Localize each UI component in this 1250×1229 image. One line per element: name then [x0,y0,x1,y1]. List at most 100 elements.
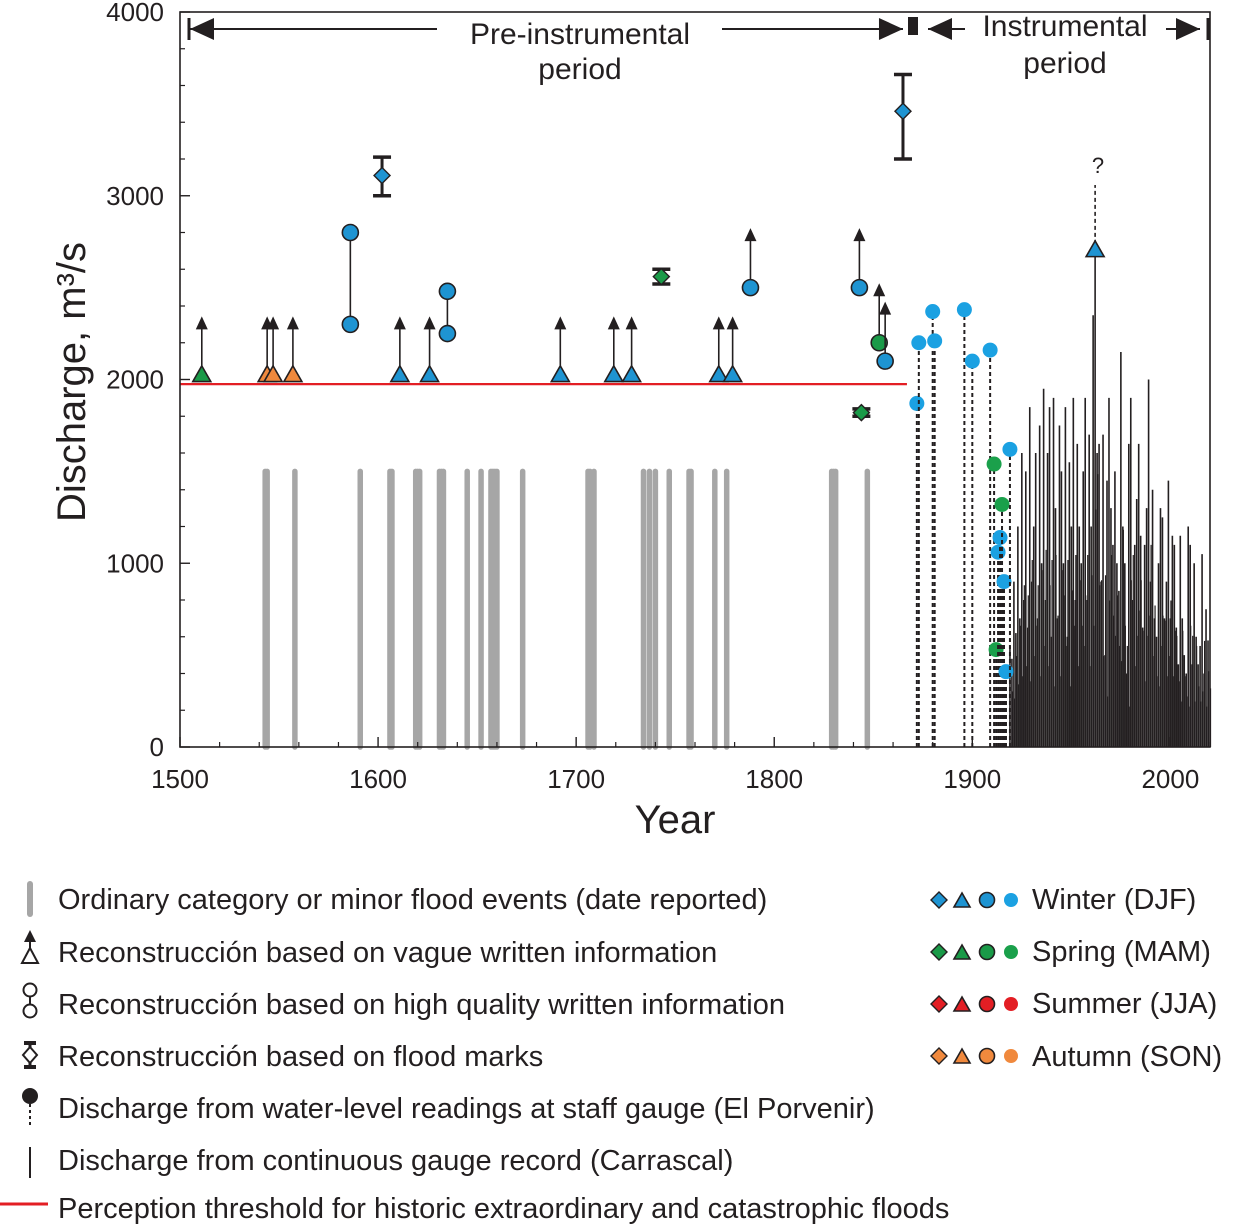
vague-upper-arrow [726,316,739,330]
pre-period-arrow-left [190,18,214,40]
legend-season-winter: Winter (DJF) [1032,884,1197,916]
legend-flood-marks-icon [21,1041,39,1069]
legend-winter-triangle [952,891,972,908]
vague-reconstruction-point [1084,239,1106,258]
legend-text-staff-gauge: Discharge from water-level readings at s… [58,1093,875,1125]
reconstructions-layer [191,72,1106,422]
vague-reconstruction-point [389,364,411,383]
discharge-chart: 0 1000 2000 3000 4000 1500 1600 1700 1800 1900 200… [50,0,1212,842]
y-tick-label: 3000 [106,181,164,211]
inst-period-arrow-left [928,18,952,40]
question-mark-label: ? [1092,153,1104,178]
legend-summer-dot [1004,997,1018,1011]
x-tick-label: 2000 [1141,764,1199,794]
legend-season-symbols [930,891,1018,1065]
legend-text-threshold: Perception threshold for historic extrao… [58,1193,950,1225]
vague-upper-arrow [423,316,436,330]
vague-upper-arrow [286,316,299,330]
y-tick-label: 0 [150,732,164,762]
period-inst-label-1: Instrumental [982,10,1147,43]
axes-layer: 0 1000 2000 3000 4000 1500 1600 1700 1800 1900 200… [106,0,1211,794]
staff-gauge-point [909,395,925,411]
gauge-record-layer [1009,250,1212,747]
x-axis-title: Year [635,798,716,842]
y-axis-title: Discharge, m³/s [50,242,94,522]
flood-mark-point [893,102,912,121]
legend-summer-triangle [952,995,972,1012]
y-tick-label: 4000 [106,0,164,27]
staff-gauge-point [996,574,1012,590]
staff-gauge-point [986,456,1002,472]
legend-autumn-dot [1004,1049,1018,1063]
staff-gauge-point [925,304,941,320]
pre-period-arrow-right [878,18,903,40]
legend-autumn-circle [978,1047,996,1065]
legend-text-gauge-record: Discharge from continuous gauge record (… [58,1145,734,1177]
vague-reconstruction-point [549,364,571,383]
legend-winter-circle [978,891,996,909]
staff-gauge-point [982,342,998,358]
legend-text-vague: Reconstrucción based on vague written in… [58,937,718,969]
staff-gauge-point [994,496,1010,512]
legend-season-autumn: Autumn (SON) [1032,1041,1223,1073]
high-quality-point-high [438,282,457,301]
vague-upper-arrow [625,316,638,330]
legend-season-spring: Spring (MAM) [1032,936,1211,968]
legend-autumn-diamond [930,1047,948,1065]
high-quality-point [870,333,889,352]
vague-reconstruction-point [708,364,730,383]
staff-gauge-point [992,530,1008,546]
vague-reconstruction-point [191,364,213,383]
staff-gauge-point [964,353,980,369]
vague-reconstruction-point [621,364,642,383]
period-pre-label-1: Pre-instrumental [470,18,690,51]
legend-summer-diamond [930,995,948,1013]
legend-summer-circle [978,995,996,1013]
staff-gauge-point [998,664,1014,680]
flood-mark-point [373,166,392,185]
y-tick-label: 1000 [106,548,164,578]
high-quality-point-low [341,315,360,334]
staff-gauge-point [1002,441,1018,457]
x-tick-label: 1800 [745,764,803,794]
ordinary-events-layer [262,468,871,750]
vague-upper-arrow [607,316,620,330]
vague-reconstruction-point [603,364,625,383]
legend-symbols [0,881,1018,1206]
x-tick-label: 1600 [349,764,407,794]
legend: Ordinary category or minor flood events … [0,870,1250,1229]
legend-winter-diamond [930,891,948,909]
high-quality-point [850,278,869,297]
staff-gauge-point [927,333,943,349]
flood-mark-point [852,403,871,422]
x-tick-label: 1900 [943,764,1001,794]
legend-spring-triangle [952,943,972,960]
high-quality-point [876,352,894,370]
high-quality-upper-arrow [873,283,886,297]
periods-layer [187,17,1210,40]
period-pre-label-2: period [538,53,621,86]
legend-high-quality-icon [22,982,38,1019]
vague-upper-arrow [712,316,725,330]
high-quality-upper-arrow [879,301,892,315]
legend-spring-diamond [930,943,948,961]
high-quality-point-high [341,223,360,242]
legend-season-summer: Summer (JJA) [1032,988,1218,1020]
high-quality-upper-arrow [744,228,757,242]
legend-spring-circle [978,943,996,961]
legend-vague-icon [20,930,40,964]
y-tick-label: 2000 [106,365,164,395]
flood-mark-point [652,267,671,286]
vague-upper-arrow [393,316,406,330]
legend-spring-dot [1004,945,1018,959]
vague-upper-arrow [554,316,567,330]
vague-reconstruction-point [722,364,744,383]
vague-reconstruction-point [262,364,284,383]
high-quality-point-low [438,324,457,343]
legend-autumn-triangle [952,1047,972,1064]
legend-winter-dot [1004,893,1018,907]
vague-reconstruction-point [419,364,440,383]
legend-staff-gauge-icon [22,1088,38,1128]
legend-text-high-quality: Reconstrucción based on high quality wri… [58,989,786,1021]
staff-gauge-layer [909,302,1018,747]
